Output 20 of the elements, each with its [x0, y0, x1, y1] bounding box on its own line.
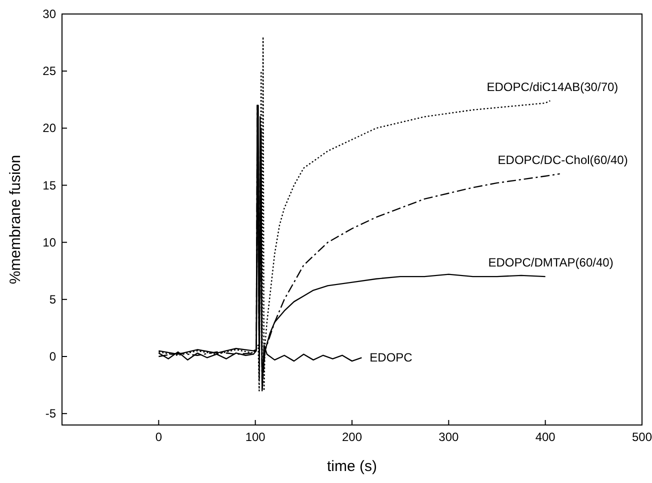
y-tick-label: 20 [42, 121, 56, 136]
x-tick-label: 400 [535, 430, 556, 444]
series-label: EDOPC/DMTAP(60/40) [488, 256, 614, 270]
y-tick-label: 5 [49, 292, 56, 306]
x-tick-label: 200 [342, 430, 362, 444]
y-tick-label: 10 [42, 235, 56, 250]
y-tick-label: -5 [45, 406, 56, 421]
x-tick-label: 100 [245, 430, 266, 444]
x-tick-label: 300 [438, 430, 459, 444]
series-label: EDOPC [370, 350, 413, 365]
y-tick-label: 15 [42, 178, 56, 192]
y-tick-label: 25 [42, 64, 56, 78]
x-tick-label: 0 [155, 430, 162, 444]
series-label: EDOPC/diC14AB(30/70) [486, 80, 618, 94]
series-label: EDOPC/DC-Chol(60/40) [498, 152, 628, 167]
y-tick-label: 30 [42, 7, 56, 21]
y-axis-title: %membrane fusion [7, 154, 24, 284]
x-tick-label: 500 [632, 430, 652, 444]
y-tick-label: 0 [49, 350, 56, 364]
x-axis-title: time (s) [327, 458, 377, 475]
